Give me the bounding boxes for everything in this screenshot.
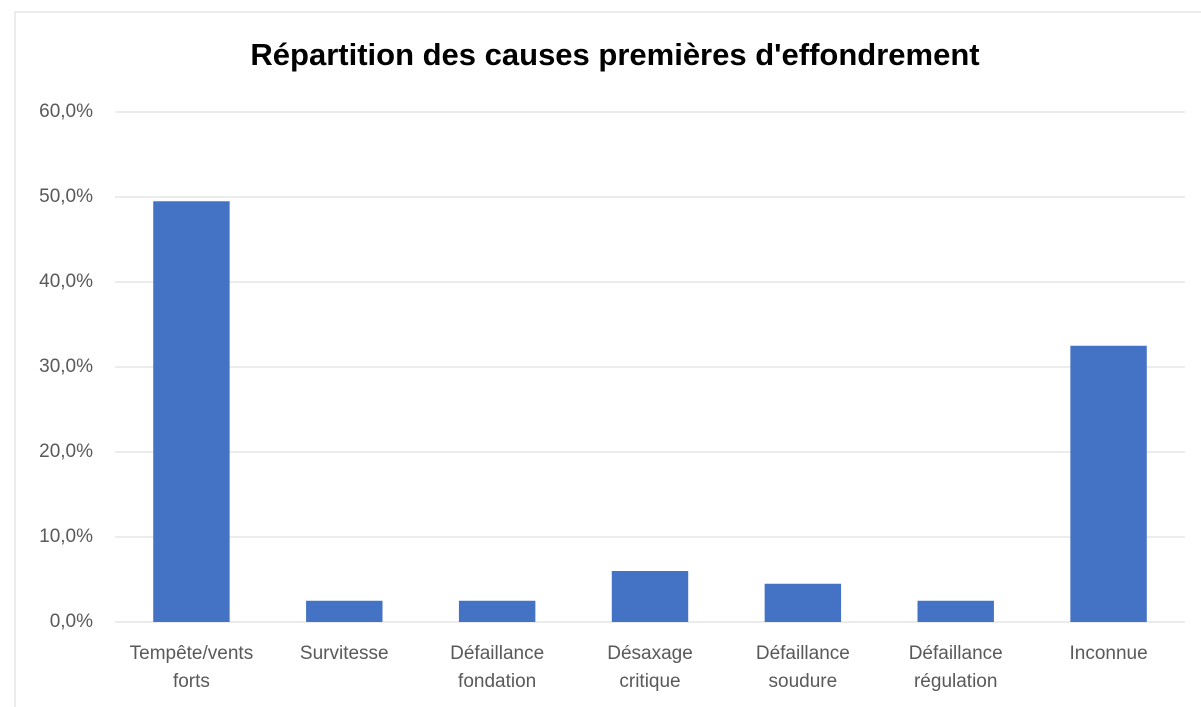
y-tick-label: 0,0% <box>50 611 93 632</box>
y-tick-label: 20,0% <box>39 441 93 462</box>
bar <box>917 600 994 622</box>
bar <box>306 600 383 622</box>
x-tick-label: Désaxage critique <box>607 643 693 692</box>
bar <box>611 571 689 622</box>
y-tick-label: 10,0% <box>39 526 93 547</box>
x-tick-label: Survitesse <box>300 643 389 664</box>
x-tick-label: Inconnue <box>1069 643 1147 664</box>
bar <box>458 600 536 622</box>
chart-title: Répartition des causes premières d'effon… <box>250 37 979 72</box>
y-tick-label: 50,0% <box>39 186 93 207</box>
x-tick-label: Défaillance régulation <box>909 643 1003 692</box>
bar <box>153 201 230 622</box>
y-tick-label: 60,0% <box>39 101 93 122</box>
x-tick-label: Tempête/vents forts <box>130 643 254 692</box>
y-tick-label: 40,0% <box>39 271 93 292</box>
bar <box>1070 345 1147 622</box>
y-tick-label: 30,0% <box>39 356 93 377</box>
x-tick-label: Défaillance fondation <box>450 643 544 692</box>
bar <box>764 583 842 622</box>
x-tick-label: Défaillance soudure <box>756 643 850 692</box>
